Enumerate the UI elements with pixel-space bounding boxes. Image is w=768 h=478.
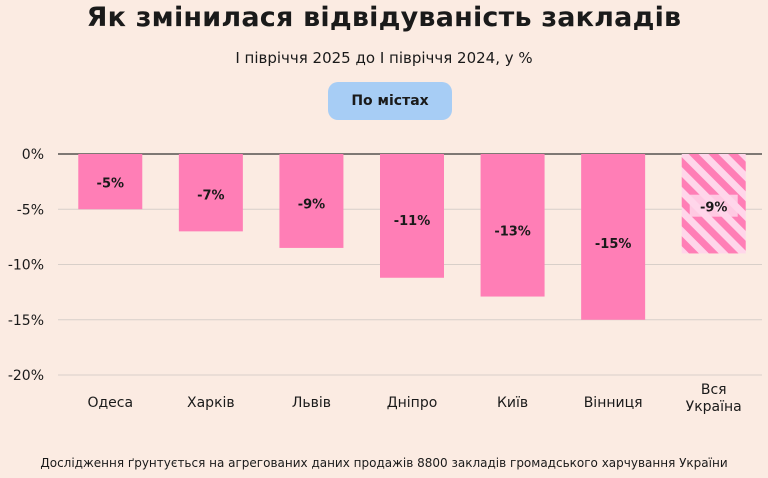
category-label: Одеса bbox=[87, 395, 133, 411]
data-label: -13% bbox=[494, 224, 531, 239]
bar bbox=[178, 154, 243, 232]
bar bbox=[279, 154, 344, 248]
filter-by-city-button[interactable]: По містах bbox=[328, 82, 452, 120]
data-label: -15% bbox=[595, 237, 632, 252]
data-label: -9% bbox=[298, 198, 325, 213]
chart-subtitle: I півріччя 2025 до I півріччя 2024, у % bbox=[235, 49, 533, 67]
data-label: -11% bbox=[394, 214, 431, 229]
category-label: Вся bbox=[701, 382, 727, 398]
category-label: Харків bbox=[187, 395, 235, 411]
category-label: Вінниця bbox=[584, 395, 643, 411]
data-label: -5% bbox=[97, 176, 124, 191]
bar bbox=[581, 154, 646, 320]
data-label: -7% bbox=[197, 189, 224, 204]
category-label: Україна bbox=[686, 399, 742, 415]
bar bbox=[480, 154, 545, 297]
bar bbox=[380, 154, 444, 278]
y-tick-label: -5% bbox=[17, 202, 44, 218]
data-label: -9% bbox=[700, 201, 727, 216]
bar bbox=[78, 154, 143, 210]
category-label: Дніпро bbox=[387, 395, 438, 411]
data-label-backdrop bbox=[689, 194, 738, 217]
y-tick-label: 0% bbox=[22, 147, 44, 163]
footnote: Дослідження ґрунтується на агрегованих д… bbox=[40, 456, 728, 470]
y-tick-label: -20% bbox=[8, 368, 44, 384]
category-label: Київ bbox=[497, 395, 528, 411]
category-label: Львів bbox=[292, 395, 331, 411]
chart-title: Як змінилася відвідуваність закладів bbox=[86, 2, 682, 33]
y-tick-label: -15% bbox=[8, 313, 44, 329]
y-tick-label: -10% bbox=[8, 258, 44, 274]
